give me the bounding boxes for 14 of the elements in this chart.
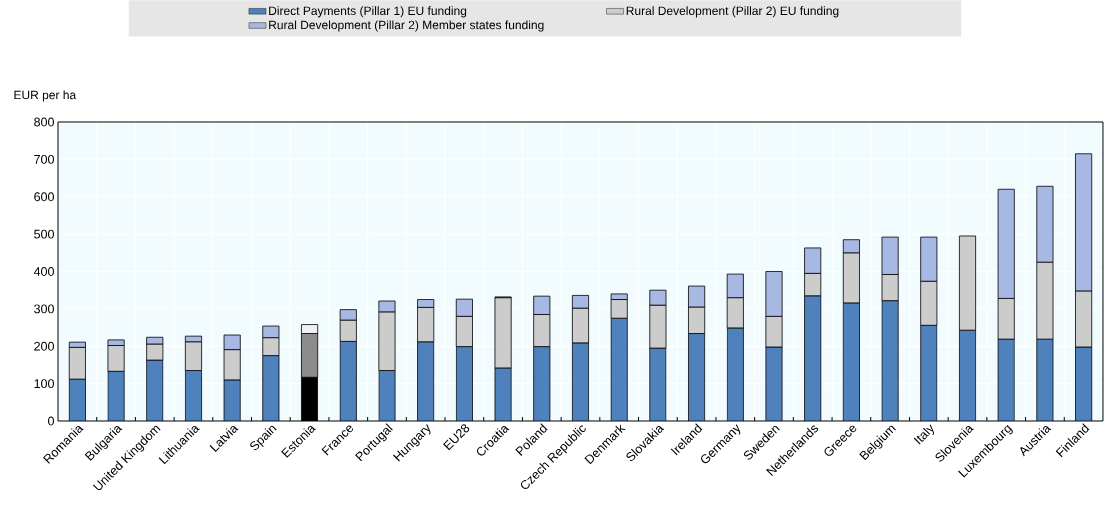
y-tick-label: 0 (48, 416, 54, 426)
y-tick-label: 500 (34, 229, 54, 239)
y-tick-label: 300 (34, 304, 54, 314)
y-tick-label: 800 (34, 117, 54, 127)
legend-label: Direct Payments (Pillar 1) EU funding (269, 6, 467, 18)
y-tick-label: 700 (34, 154, 54, 164)
x-tick-label: Italy (913, 424, 935, 445)
y-tick-label: 600 (34, 192, 54, 202)
legend-label: Rural Development (Pillar 2) Member states funding (269, 20, 544, 32)
y-axis-title: EUR per ha (14, 90, 77, 102)
y-tick-label: 100 (34, 379, 54, 389)
y-tick-label: 400 (33, 267, 54, 276)
y-tick-label: 200 (34, 341, 54, 351)
legend-label: Rural Development (Pillar 2) EU funding (626, 6, 839, 18)
